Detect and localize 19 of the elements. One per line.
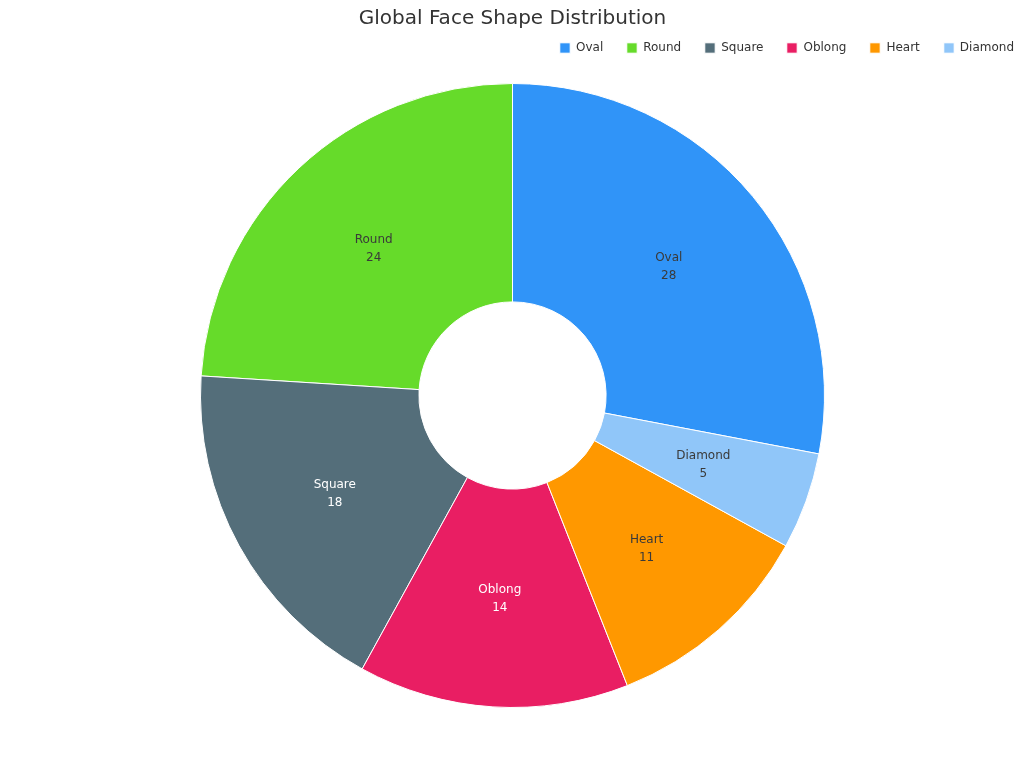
data-label: 14 bbox=[492, 600, 508, 614]
legend-label: Round bbox=[643, 40, 682, 54]
legend-label: Diamond bbox=[959, 40, 1014, 54]
slice-label: Round bbox=[354, 231, 393, 246]
legend-label: Heart bbox=[886, 40, 920, 54]
data-label: 11 bbox=[638, 549, 655, 564]
data-label: 18 bbox=[327, 495, 343, 510]
slice-label: Oblong bbox=[478, 581, 522, 596]
legend-label: Square bbox=[721, 40, 764, 54]
slice-label: Square bbox=[313, 477, 356, 492]
data-label: 28 bbox=[661, 268, 677, 283]
legend-label: Oblong bbox=[803, 40, 847, 54]
data-label: 5 bbox=[699, 466, 708, 481]
slice-label: Diamond bbox=[676, 448, 731, 463]
data-label: 24 bbox=[366, 249, 382, 264]
slice-label: Oval bbox=[655, 250, 683, 265]
chart-title: Global Face Shape Distribution bbox=[358, 4, 667, 29]
legend-label: Oval bbox=[575, 40, 604, 54]
slice-label: Heart bbox=[629, 531, 664, 546]
